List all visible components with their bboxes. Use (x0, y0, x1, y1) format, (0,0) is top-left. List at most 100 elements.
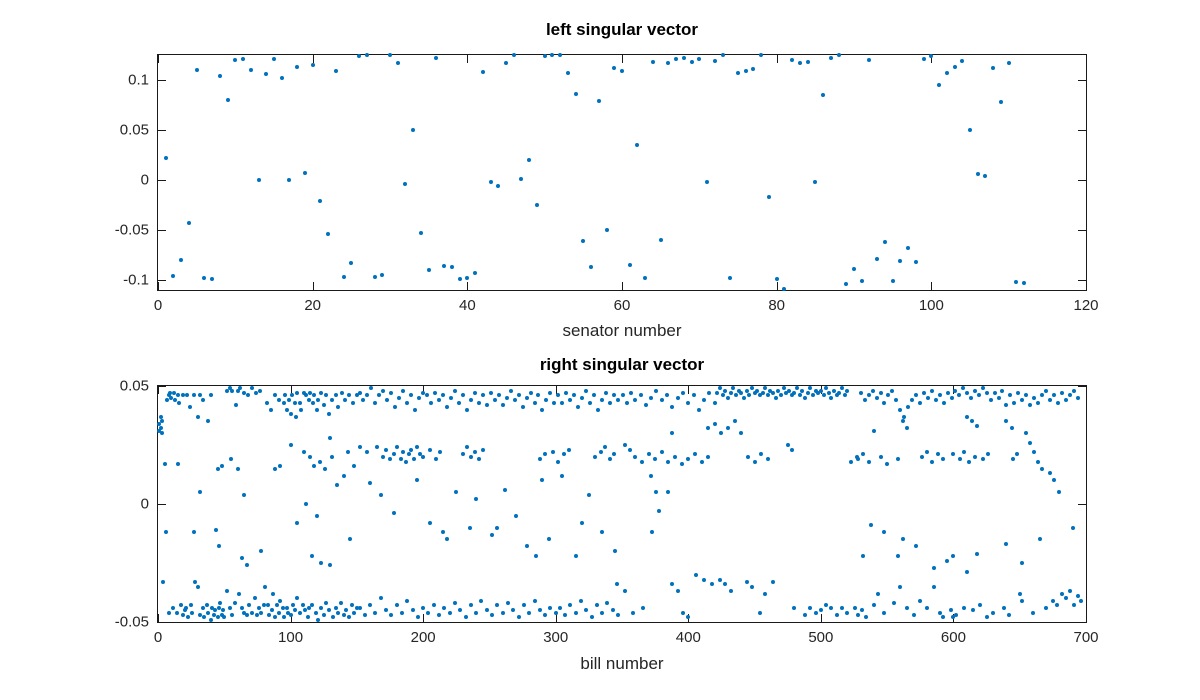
scatter-point (980, 386, 985, 391)
scatter-point (802, 612, 807, 617)
scatter-point (307, 605, 312, 610)
scatter-point (948, 608, 953, 613)
scatter-point (969, 419, 974, 424)
scatter-point (962, 605, 967, 610)
scatter-point (988, 398, 993, 403)
scatter-point (476, 457, 481, 462)
scatter-point (315, 513, 320, 518)
scatter-point (734, 393, 738, 398)
scatter-point (608, 400, 613, 405)
scatter-point (616, 398, 621, 403)
scatter-point (913, 259, 918, 264)
scatter-point (706, 426, 711, 431)
scatter-point (608, 457, 613, 462)
scatter-point (449, 264, 454, 269)
scatter-point (227, 386, 232, 391)
scatter-point (1070, 525, 1075, 530)
scatter-point (293, 414, 298, 419)
scatter-point (759, 452, 764, 457)
scatter-point (681, 56, 686, 61)
scatter-point (537, 457, 542, 462)
scatter-point (448, 395, 453, 400)
scatter-point (573, 92, 578, 97)
scatter-point (215, 466, 220, 471)
scatter-point (697, 57, 702, 62)
scatter-point (158, 426, 163, 431)
scatter-point (976, 393, 981, 398)
scatter-point (513, 513, 518, 518)
scatter-point (410, 608, 415, 613)
x-tick-mark (1086, 614, 1087, 622)
scatter-point (1009, 426, 1014, 431)
scatter-point (600, 530, 605, 535)
scatter-point (706, 454, 711, 459)
scatter-point (586, 492, 591, 497)
scatter-point (680, 391, 685, 396)
scatter-point (975, 424, 980, 429)
scatter-point (728, 391, 733, 396)
scatter-point (610, 608, 615, 613)
scatter-point (295, 391, 300, 396)
scatter-point (308, 391, 313, 396)
scatter-point (259, 549, 264, 554)
scatter-point (942, 400, 947, 405)
scatter-point (743, 69, 748, 74)
scatter-point (163, 155, 168, 160)
scatter-point (594, 603, 599, 608)
scatter-point (252, 596, 257, 601)
scatter-point (749, 386, 754, 391)
x-tick-mark (158, 282, 159, 290)
scatter-point (472, 391, 477, 396)
scatter-point (625, 400, 630, 405)
scatter-point (633, 398, 638, 403)
scatter-point (918, 598, 923, 603)
scatter-point (232, 601, 237, 606)
scatter-point (202, 275, 207, 280)
scatter-point (324, 601, 329, 606)
scatter-point (312, 464, 317, 469)
scatter-point (991, 610, 996, 615)
scatter-point (855, 457, 860, 462)
scatter-point (452, 388, 457, 393)
scatter-point (1012, 400, 1017, 405)
scatter-point (473, 270, 478, 275)
scatter-point (227, 605, 232, 610)
scatter-point (958, 457, 963, 462)
y-tick-mark (1078, 504, 1086, 505)
scatter-point (437, 398, 442, 403)
scatter-point (246, 393, 251, 398)
scatter-point (289, 393, 294, 398)
scatter-point (441, 530, 446, 535)
scatter-point (1040, 466, 1045, 471)
x-tick-label: 20 (304, 297, 321, 314)
scatter-point (161, 579, 166, 584)
y-tick-mark (1078, 179, 1086, 181)
scatter-point (170, 605, 175, 610)
scatter-point (297, 610, 302, 615)
scatter-point (670, 405, 675, 410)
scatter-point (962, 450, 967, 455)
scatter-point (321, 402, 326, 407)
scatter-point (937, 83, 942, 88)
y-tick-label: 0.05 (119, 121, 149, 139)
scatter-point (882, 239, 887, 244)
scatter-point (266, 603, 271, 608)
scatter-point (218, 601, 223, 606)
scatter-point (991, 66, 996, 71)
scatter-point (344, 608, 349, 613)
scatter-point (301, 450, 306, 455)
scatter-point (1060, 591, 1065, 596)
scatter-point (878, 391, 883, 396)
scatter-point (985, 452, 990, 457)
scatter-point (766, 194, 771, 199)
scatter-point (417, 395, 422, 400)
scatter-point (544, 398, 549, 403)
scatter-point (572, 393, 577, 398)
scatter-point (421, 605, 426, 610)
scatter-point (534, 202, 539, 207)
scatter-point (272, 393, 277, 398)
scatter-point (182, 608, 187, 613)
scatter-point (346, 393, 351, 398)
scatter-point (242, 492, 247, 497)
scatter-point (1004, 542, 1009, 547)
